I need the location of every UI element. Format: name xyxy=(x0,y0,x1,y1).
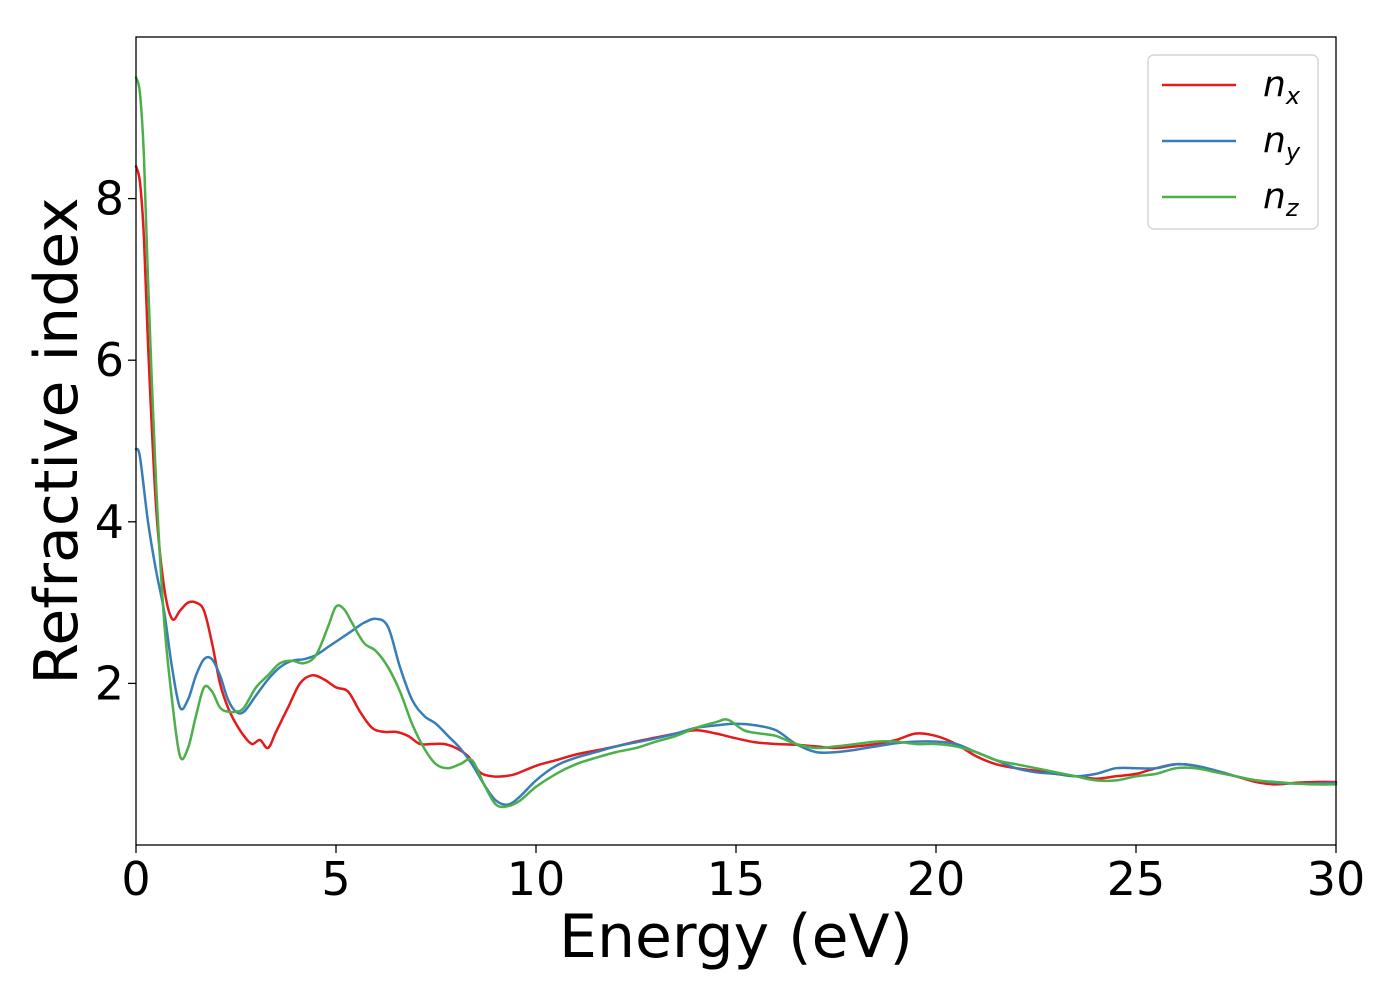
legend-label-ny: ny xyxy=(1263,120,1301,166)
x-tick-label: 25 xyxy=(1107,852,1166,906)
series-line-nz xyxy=(134,76,1338,809)
x-tick-label: 20 xyxy=(907,852,966,906)
legend-label-nz: nz xyxy=(1263,176,1300,222)
x-tick-label: 15 xyxy=(707,852,766,906)
x-tick-label: 10 xyxy=(507,852,566,906)
y-tick-label: 2 xyxy=(95,656,124,710)
x-tick-label: 5 xyxy=(321,852,350,906)
y-tick-label: 8 xyxy=(95,172,124,226)
series-layer xyxy=(134,76,1338,809)
x-axis-label: Energy (eV) xyxy=(559,902,913,972)
x-tick-label: 0 xyxy=(121,852,150,906)
y-tick-label: 4 xyxy=(95,495,124,549)
y-tick-label: 6 xyxy=(95,333,124,387)
legend-label-nx: nx xyxy=(1263,64,1301,110)
legend: nx ny nz xyxy=(1147,54,1319,230)
y-axis-ticks: 2 4 6 8 xyxy=(95,172,136,710)
x-tick-label: 30 xyxy=(1307,852,1366,906)
plot-area xyxy=(136,37,1336,845)
x-axis-ticks: 0 5 10 15 20 25 30 xyxy=(121,845,1365,906)
y-axis-label: Refractive index xyxy=(22,197,92,684)
